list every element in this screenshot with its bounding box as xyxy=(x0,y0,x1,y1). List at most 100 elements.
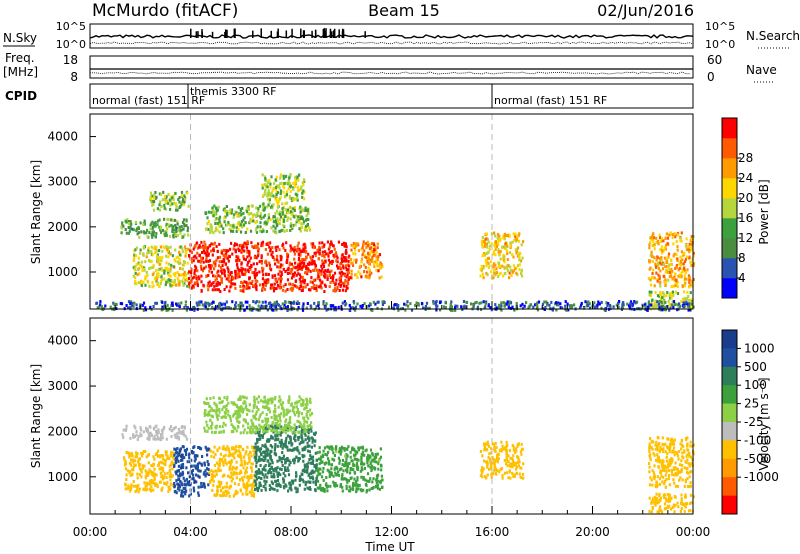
heatmap-cell xyxy=(165,453,168,457)
heatmap-cell xyxy=(670,296,673,300)
heatmap-cell xyxy=(159,471,162,475)
heatmap-cell xyxy=(152,455,155,459)
heatmap-cell xyxy=(360,275,363,279)
heatmap-cell xyxy=(230,229,233,233)
heatmap-cell xyxy=(192,473,195,477)
heatmap-cell xyxy=(266,453,269,457)
heatmap-cell xyxy=(169,267,172,271)
heatmap-cell xyxy=(133,424,136,428)
heatmap-cell xyxy=(246,481,249,485)
heatmap-cell xyxy=(267,273,270,276)
heatmap-cell xyxy=(321,470,324,474)
heatmap-cell xyxy=(482,266,485,270)
power-colorbar-swatch xyxy=(722,218,737,239)
heatmap-cell xyxy=(316,479,320,483)
heatmap-cell xyxy=(293,208,296,212)
heatmap-cell xyxy=(404,308,407,312)
heatmap-cell xyxy=(246,240,249,244)
heatmap-cell xyxy=(177,431,180,435)
heatmap-cell xyxy=(289,301,292,305)
heatmap-cell xyxy=(184,300,187,304)
heatmap-cell xyxy=(264,283,267,287)
heatmap-cell xyxy=(291,211,294,215)
heatmap-cell xyxy=(303,261,306,265)
heatmap-cell xyxy=(280,442,283,446)
heatmap-cell xyxy=(242,431,245,435)
heatmap-cell xyxy=(481,235,484,239)
heatmap-cell xyxy=(198,300,201,304)
heatmap-cell xyxy=(160,438,163,441)
heatmap-cell xyxy=(246,487,249,491)
heatmap-cell xyxy=(125,478,128,481)
heatmap-cell xyxy=(198,303,201,307)
heatmap-cell xyxy=(164,459,167,463)
heatmap-cell xyxy=(374,452,377,456)
heatmap-cell xyxy=(659,297,662,301)
heatmap-cell xyxy=(290,248,293,252)
heatmap-cell xyxy=(253,276,257,279)
heatmap-cell xyxy=(282,185,285,188)
heatmap-cell xyxy=(369,477,372,481)
heatmap-cell xyxy=(186,226,190,230)
heatmap-cell xyxy=(323,290,326,293)
heatmap-cell xyxy=(213,455,216,459)
heatmap-cell xyxy=(254,474,257,478)
heatmap-cell xyxy=(243,462,246,466)
heatmap-cell xyxy=(224,453,227,457)
heatmap-cell xyxy=(170,460,173,464)
heatmap-cell xyxy=(664,265,667,269)
heatmap-cell xyxy=(339,483,342,486)
heatmap-cell xyxy=(215,277,218,281)
heatmap-cell xyxy=(173,485,176,489)
heatmap-cell xyxy=(354,252,357,256)
heatmap-cell xyxy=(365,256,368,259)
heatmap-cell xyxy=(167,193,170,196)
heatmap-cell xyxy=(137,483,140,487)
heatmap-cell xyxy=(224,458,227,462)
heatmap-cell xyxy=(169,207,172,211)
heatmap-cell xyxy=(328,473,331,477)
heatmap-cell xyxy=(285,201,288,205)
heatmap-cell xyxy=(321,487,324,490)
heatmap-cell xyxy=(344,242,347,246)
heatmap-cell xyxy=(666,236,670,240)
heatmap-cell xyxy=(337,473,341,477)
heatmap-cell xyxy=(296,266,299,270)
y-tick-label: 3000 xyxy=(47,175,78,189)
heatmap-cell xyxy=(511,253,514,257)
heatmap-cell xyxy=(185,224,188,228)
heatmap-cell xyxy=(376,452,379,456)
heatmap-cell xyxy=(376,242,379,246)
heatmap-cell xyxy=(198,475,201,479)
heatmap-cell xyxy=(185,308,188,312)
heatmap-cell xyxy=(270,283,273,287)
heatmap-cell xyxy=(195,276,198,280)
heatmap-cell xyxy=(308,458,311,461)
heatmap-cell xyxy=(661,267,665,271)
heatmap-cell xyxy=(146,235,149,239)
heatmap-cell xyxy=(261,186,264,190)
heatmap-cell xyxy=(505,302,508,306)
heatmap-cell xyxy=(362,243,365,247)
heatmap-cell xyxy=(274,245,277,249)
heatmap-cell xyxy=(323,462,326,466)
heatmap-cell xyxy=(286,211,289,215)
heatmap-cell xyxy=(486,237,489,241)
heatmap-cell xyxy=(305,470,308,473)
heatmap-cell xyxy=(163,482,166,485)
heatmap-cell xyxy=(351,448,355,452)
heatmap-cell xyxy=(661,245,664,249)
heatmap-cell xyxy=(686,290,689,294)
heatmap-cell xyxy=(283,229,286,233)
heatmap-cell xyxy=(180,301,183,305)
heatmap-cell xyxy=(287,216,290,220)
heatmap-cell xyxy=(207,273,210,277)
heatmap-cell xyxy=(381,486,384,489)
heatmap-cell xyxy=(171,303,174,307)
heatmap-cell xyxy=(273,487,276,491)
heatmap-cell xyxy=(273,182,276,185)
heatmap-cell xyxy=(268,245,271,249)
heatmap-cell xyxy=(247,205,250,209)
heatmap-cell xyxy=(407,304,410,308)
heatmap-cell xyxy=(494,247,497,251)
